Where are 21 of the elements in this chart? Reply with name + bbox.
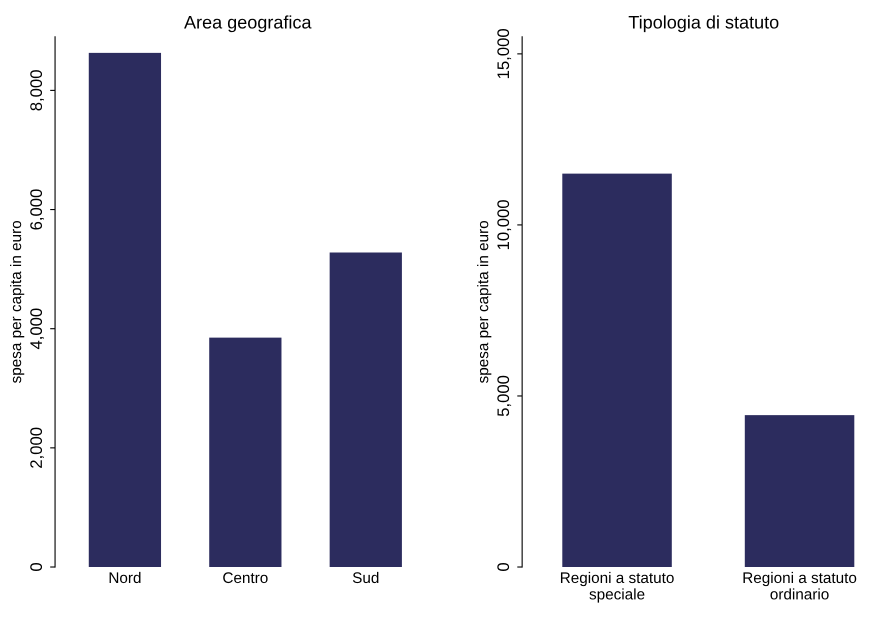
bar	[330, 252, 402, 568]
bar	[209, 338, 282, 568]
y-tick-label: 0	[497, 563, 510, 571]
chart-title: Area geografica	[184, 15, 312, 32]
x-tick-label: Regioni a statuto speciale	[560, 572, 674, 603]
chart-title: Tipologia di statuto	[628, 15, 778, 32]
x-tick-label: Centro	[223, 572, 268, 584]
y-tick-label: 4,000	[30, 308, 44, 350]
y-tick-label: 10,000	[497, 200, 512, 250]
bar	[88, 52, 162, 568]
x-tick-label: Sud	[352, 572, 378, 584]
y-tick-label: 2,000	[30, 428, 44, 468]
x-tick-label: Regioni a statuto ordinario	[743, 572, 856, 600]
y-axis-title: spesa per capita in euro	[477, 220, 492, 383]
y-tick-label: 15,000	[497, 29, 512, 78]
y-tick-label: 5,000	[497, 376, 512, 416]
x-tick-label: Nord	[110, 572, 140, 584]
y-tick-label: 6,000	[30, 189, 44, 230]
y-tick-label: 0	[30, 563, 42, 571]
y-tick-label: 8,000	[30, 70, 44, 111]
y-axis-title: spesa per capita in euro	[10, 220, 24, 383]
